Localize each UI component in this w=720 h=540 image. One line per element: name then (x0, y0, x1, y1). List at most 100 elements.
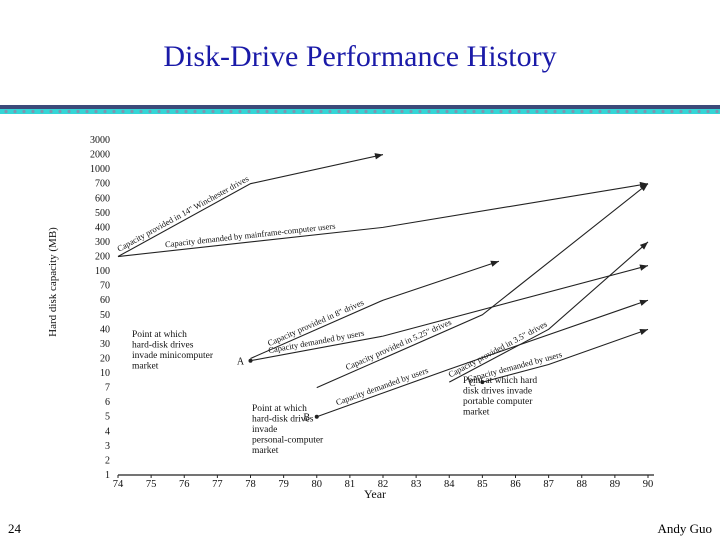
series-line (316, 183, 649, 389)
series-line (117, 154, 384, 258)
divider-dot (58, 109, 62, 114)
chart-axes: 1 2 3 4 5 6 7 10 20 30 40 50 60 70 100 200 300 400 500 600 7… (90, 135, 654, 490)
y-tick-label: 5 (105, 412, 110, 423)
y-tick-label: 1 (105, 470, 110, 481)
divider-dot (589, 109, 593, 114)
x-tick-label: 79 (278, 479, 289, 490)
divider-dot (652, 109, 656, 114)
divider-dot (580, 109, 584, 114)
divider-dot (121, 109, 125, 114)
divider-dot (211, 109, 215, 114)
divider-dot (688, 109, 692, 114)
divider-dot (625, 109, 629, 114)
y-tick-label: 3 (105, 441, 110, 452)
divider-dot (67, 109, 71, 114)
divider-dot (697, 109, 701, 114)
divider-dot (562, 109, 566, 114)
divider-dot (292, 109, 296, 114)
divider-dot (301, 109, 305, 114)
y-tick-label: 700 (95, 179, 110, 190)
divider-dot (157, 109, 161, 114)
divider-dot (94, 109, 98, 114)
y-tick-label: 300 (95, 237, 110, 248)
divider-dot (175, 109, 179, 114)
divider-dot (607, 109, 611, 114)
series-line (482, 328, 649, 383)
divider-dots (4, 109, 719, 114)
y-tick-label: 200 (95, 252, 110, 263)
x-tick-label: 90 (643, 479, 654, 490)
divider-dot (715, 109, 719, 114)
x-axis-label: Year (364, 487, 386, 501)
series-arrowhead (374, 153, 383, 160)
y-tick-label: 6 (105, 397, 110, 408)
x-tick-label: 89 (610, 479, 621, 490)
x-tick-label: 74 (113, 479, 124, 490)
divider-dot (103, 109, 107, 114)
x-tick-label: 75 (146, 479, 157, 490)
annotation-marker: A (237, 357, 245, 368)
divider-dot (427, 109, 431, 114)
divider-dot (283, 109, 287, 114)
divider-dot (661, 109, 665, 114)
annotation-text-line: market (132, 362, 159, 372)
annotation-text-line: personal-computer (252, 436, 324, 446)
author-name: Andy Guo (657, 521, 712, 536)
series-line (250, 260, 500, 359)
y-tick-label: 7 (105, 383, 110, 394)
divider-dot (229, 109, 233, 114)
annotation-text: Point at which hard-disk drives invade pers… (252, 404, 324, 456)
annotation-marker: B (303, 413, 310, 424)
chart-panel (114, 128, 659, 486)
series-arrowhead (639, 241, 648, 250)
annotation-point (314, 414, 319, 419)
divider-dot (40, 109, 44, 114)
title-divider-bar (0, 102, 720, 114)
y-tick-label: 4 (105, 426, 110, 437)
y-tick-label: 60 (100, 295, 110, 306)
divider-dot (202, 109, 206, 114)
y-tick-label: 1000 (90, 164, 110, 175)
y-tick-label: 20 (100, 353, 110, 364)
divider-dot (4, 109, 8, 114)
divider-cyan-line (0, 109, 720, 114)
divider-dot (391, 109, 395, 114)
divider-dot (490, 109, 494, 114)
divider-dot (418, 109, 422, 114)
divider-dot (310, 109, 314, 114)
annotation-text-line: market (463, 408, 490, 418)
x-tick-label: 85 (477, 479, 488, 490)
divider-dot (706, 109, 710, 114)
y-tick-label: 30 (100, 339, 110, 350)
y-tick-label: 50 (100, 310, 110, 321)
divider-dot (598, 109, 602, 114)
page-title: Disk-Drive Performance History (163, 40, 557, 73)
divider-dot (220, 109, 224, 114)
annotation-text: Point at which hard disk drives invade por… (463, 376, 537, 418)
x-tick-label: 81 (345, 479, 356, 490)
divider-dot (616, 109, 620, 114)
annotation-text-line: hard-disk drives (132, 341, 194, 351)
divider-dot (319, 109, 323, 114)
annotation-text-line: invade (252, 425, 277, 435)
x-tick-label: 76 (179, 479, 190, 490)
x-tick-label: 77 (212, 479, 223, 490)
divider-dot (22, 109, 26, 114)
y-axis-label: Hard disk capacity (MB) (47, 227, 59, 337)
divider-dot (526, 109, 530, 114)
series-arrowhead (639, 329, 648, 336)
x-tick-label: 88 (577, 479, 588, 490)
y-tick-label: 2 (105, 455, 110, 466)
y-tick-label: 70 (100, 281, 110, 292)
divider-dot (382, 109, 386, 114)
divider-dot (247, 109, 251, 114)
divider-dot (508, 109, 512, 114)
divider-dot (76, 109, 80, 114)
divider-dot (544, 109, 548, 114)
divider-dot (364, 109, 368, 114)
divider-dot (409, 109, 413, 114)
divider-dot (481, 109, 485, 114)
divider-dot (535, 109, 539, 114)
divider-dot (679, 109, 683, 114)
